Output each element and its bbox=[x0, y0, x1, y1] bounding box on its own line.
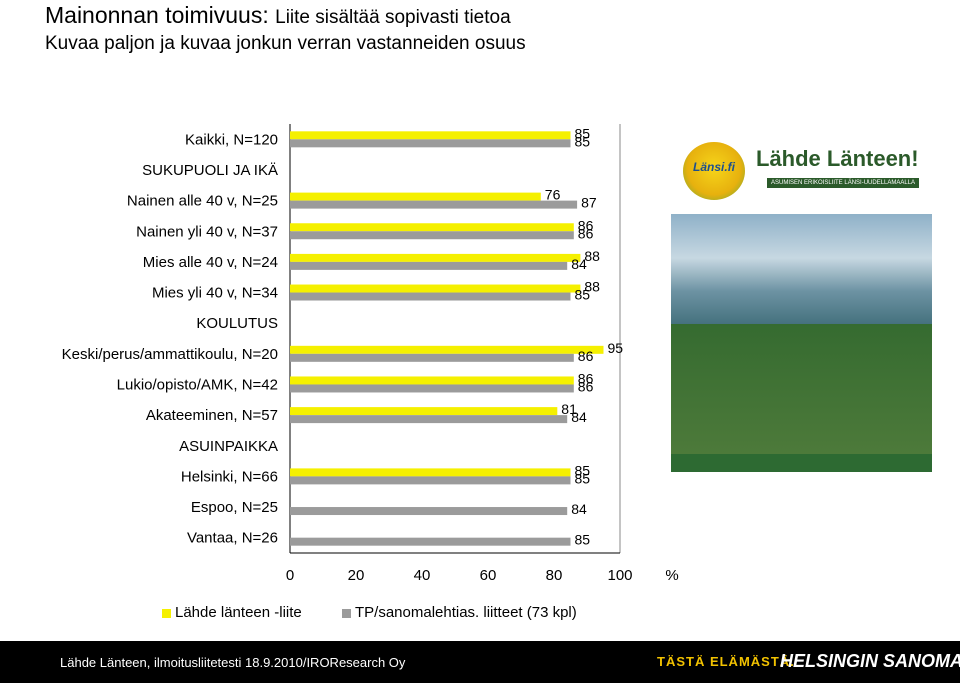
magazine-header: Länsi.fi Lähde Länteen! ASUMISEN ERIKOIS… bbox=[671, 126, 932, 214]
bar-series-1 bbox=[290, 284, 581, 293]
legend-swatch-series-2 bbox=[342, 608, 351, 618]
bar-series-2 bbox=[290, 139, 571, 148]
bar-series-1 bbox=[290, 376, 574, 385]
category-label: Vantaa, N=26 bbox=[187, 530, 278, 547]
data-label: 84 bbox=[571, 501, 587, 517]
data-label: 85 bbox=[575, 470, 591, 486]
bar-series-1 bbox=[290, 192, 541, 201]
category-label: Helsinki, N=66 bbox=[181, 468, 278, 485]
page-title: Mainonnan toimivuus: Liite sisältää sopi… bbox=[45, 2, 511, 29]
bar-series-2 bbox=[290, 292, 571, 301]
category-label: KOULUTUS bbox=[196, 315, 278, 332]
data-label: 86 bbox=[578, 378, 594, 394]
legend-item-series-2: TP/sanomalehtias. liitteet (73 kpl) bbox=[342, 604, 577, 621]
legend-swatch-series-1 bbox=[162, 608, 171, 618]
category-label: Nainen yli 40 v, N=37 bbox=[136, 223, 278, 240]
magazine-lower-section bbox=[671, 324, 932, 454]
category-label: Espoo, N=25 bbox=[191, 499, 278, 516]
footer-brand-logo: HELSINGIN SANOMAT bbox=[780, 651, 960, 671]
magazine-logo-text: Länsi.fi bbox=[692, 160, 735, 174]
category-label: ASUINPAIKKA bbox=[179, 438, 278, 455]
page-subtitle: Kuvaa paljon ja kuvaa jonkun verran vast… bbox=[45, 33, 526, 54]
data-label: 85 bbox=[575, 532, 591, 548]
category-label: Akateeminen, N=57 bbox=[146, 407, 278, 424]
data-label: 85 bbox=[575, 133, 591, 149]
bar-series-1 bbox=[290, 468, 571, 477]
data-label: 84 bbox=[571, 256, 587, 272]
category-label: Mies yli 40 v, N=34 bbox=[152, 285, 278, 302]
bar-series-2 bbox=[290, 384, 574, 393]
bar-series-1 bbox=[290, 253, 581, 262]
magazine-logo bbox=[683, 142, 745, 200]
data-label: 88 bbox=[584, 279, 600, 295]
bar-series-2 bbox=[290, 231, 574, 240]
category-label: Nainen alle 40 v, N=25 bbox=[127, 193, 278, 210]
data-label: 95 bbox=[608, 340, 624, 356]
x-axis-unit-label: % bbox=[665, 567, 678, 584]
category-label: SUKUPUOLI JA IKÄ bbox=[142, 162, 278, 179]
bar-series-2 bbox=[290, 200, 578, 209]
bar-chart: Kaikki, N=120 SUKUPUOLI JA IKÄ Nainen alle… bbox=[62, 124, 679, 584]
magazine-brand: Lähde Länteen! bbox=[756, 146, 919, 171]
category-label: Keski/perus/ammattikoulu, N=20 bbox=[62, 346, 278, 363]
bar-series-2 bbox=[290, 353, 574, 362]
bar-series-2 bbox=[290, 261, 568, 270]
bar-series-1 bbox=[290, 223, 574, 232]
data-label: 86 bbox=[578, 370, 594, 386]
data-label: 85 bbox=[575, 287, 591, 303]
category-label: Kaikki, N=120 bbox=[185, 131, 278, 148]
category-label: Mies alle 40 v, N=24 bbox=[143, 254, 278, 271]
footer-slogan: TÄSTÄ ELÄMÄSTÄ. bbox=[657, 654, 795, 669]
data-label: 85 bbox=[575, 462, 591, 478]
bar-series-2 bbox=[290, 476, 571, 485]
x-tick-label: 0 bbox=[286, 567, 294, 584]
category-label: Lukio/opisto/AMK, N=42 bbox=[117, 376, 278, 393]
bar-series-1 bbox=[290, 345, 604, 354]
magazine-tagline: ASUMISEN ERIKOISLIITE LÄNSI-UUDELLAMAALL… bbox=[767, 178, 920, 188]
data-label: 88 bbox=[584, 248, 600, 264]
x-tick-label: 100 bbox=[607, 567, 632, 584]
x-tick-label: 40 bbox=[414, 567, 431, 584]
data-label: 86 bbox=[578, 217, 594, 233]
data-label: 81 bbox=[561, 401, 577, 417]
bar-series-2 bbox=[290, 537, 571, 546]
magazine-footer-bar bbox=[671, 454, 932, 472]
x-tick-label: 80 bbox=[546, 567, 563, 584]
magazine-cover-image: Länsi.fi Lähde Länteen! ASUMISEN ERIKOIS… bbox=[671, 126, 932, 472]
data-label: 86 bbox=[578, 348, 594, 364]
data-label: 86 bbox=[578, 225, 594, 241]
data-label: 76 bbox=[545, 187, 561, 203]
bar-series-1 bbox=[290, 131, 571, 140]
bar-series-2 bbox=[290, 507, 568, 516]
footer-bar: Lähde Länteen, ilmoitusliitetesti 18.9.2… bbox=[0, 641, 960, 683]
x-tick-label: 20 bbox=[348, 567, 365, 584]
data-label: 87 bbox=[581, 195, 597, 211]
bar-series-2 bbox=[290, 415, 568, 424]
footer-source: Lähde Länteen, ilmoitusliitetesti 18.9.2… bbox=[60, 655, 406, 670]
data-label: 85 bbox=[575, 125, 591, 141]
x-tick-label: 60 bbox=[480, 567, 497, 584]
legend-item-series-1: Lähde länteen -liite bbox=[162, 604, 302, 621]
title-sub: Liite sisältää sopivasti tietoa bbox=[275, 7, 511, 28]
title-main: Mainonnan toimivuus: bbox=[45, 2, 269, 28]
magazine-photo bbox=[671, 214, 932, 324]
data-label: 84 bbox=[571, 409, 587, 425]
legend-label-series-2: TP/sanomalehtias. liitteet (73 kpl) bbox=[355, 604, 577, 621]
bar-series-1 bbox=[290, 407, 558, 416]
legend-label-series-1: Lähde länteen -liite bbox=[175, 604, 302, 621]
